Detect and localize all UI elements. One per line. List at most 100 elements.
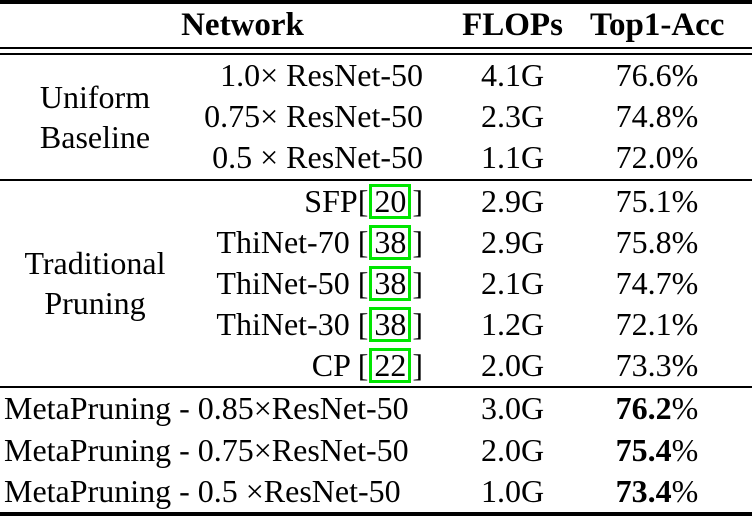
network-name-cell: SFP[20] (190, 178, 435, 222)
network-name-text: 1.0× ResNet-50 (220, 57, 423, 94)
top1-acc-value: 73.3 (615, 347, 672, 384)
network-name-cell: MetaPruning - 0.75×ResNet-50 (0, 430, 435, 471)
citation-link[interactable]: 38 (369, 265, 412, 302)
header-top1-acc: Top1-Acc (590, 7, 725, 43)
flops-value: 1.2G (480, 306, 545, 342)
double-rule-line (0, 47, 752, 55)
top1-acc-cell: 74.7% (590, 263, 752, 304)
table-row: ThiNet-30 [38] 1.2G 72.1% (0, 304, 752, 345)
network-name-cell: ThiNet-70 [38] (190, 222, 435, 263)
top1-acc-cell: 75.1% (590, 178, 752, 222)
percent-sign: % (671, 139, 699, 176)
table-row: Traditional Pruning SFP[20] 2.9G 75.1% (0, 178, 752, 388)
top1-acc-cell: 74.8% (590, 96, 752, 137)
top1-acc-value: 74.8 (615, 98, 672, 135)
network-name-cell: 0.5 × ResNet-50 (190, 137, 435, 179)
network-name-text: 0.75× ResNet-50 (204, 98, 423, 135)
flops-value: 4.1G (480, 57, 545, 94)
table-row: 0.75× ResNet-50 2.3G 74.8% (0, 96, 752, 137)
top1-acc-cell: 75.8% (590, 222, 752, 263)
network-name-text: ] (412, 347, 423, 384)
top1-acc-value: 72.0 (615, 139, 672, 176)
percent-sign: % (671, 431, 699, 468)
top1-acc-value: 75.8 (615, 223, 672, 260)
top1-acc-value: 75.4 (615, 431, 672, 468)
table-header: Network FLOPs Top1-Acc (0, 2, 752, 55)
table-row: MetaPruning - 0.5 ×ResNet-50 1.0G 73.4% (0, 471, 752, 514)
table-row: MetaPruning - 0.75×ResNet-50 2.0G 75.4% (0, 430, 752, 471)
table-row: CP [22] 2.0G 73.3% (0, 345, 752, 387)
citation-link[interactable]: 38 (369, 224, 412, 261)
flops-value: 2.0G (480, 347, 545, 384)
percent-sign: % (671, 182, 699, 219)
top1-acc-cell: 75.4% (590, 430, 752, 471)
network-name-cell: ThiNet-50 [38] (190, 263, 435, 304)
section-label: Uniform Baseline (39, 78, 151, 155)
network-name-cell: ThiNet-30 [38] (190, 304, 435, 345)
network-name-text: ] (412, 182, 423, 219)
percent-sign: % (671, 472, 699, 509)
network-name-cell: 0.75× ResNet-50 (190, 96, 435, 137)
network-name-cell: MetaPruning - 0.85×ResNet-50 (0, 386, 435, 430)
table-row: MetaPruning - 0.85×ResNet-50 3.0G 76.2% (0, 386, 752, 430)
flops-value: 2.9G (480, 223, 545, 260)
header-flops: FLOPs (462, 7, 563, 43)
network-name-text: ] (412, 223, 423, 260)
top1-acc-value: 76.6 (615, 57, 672, 94)
flops-value: 2.1G (480, 264, 545, 301)
network-name-text: CP [ (311, 347, 369, 384)
percent-sign: % (671, 347, 699, 384)
percent-sign: % (671, 98, 699, 135)
percent-sign: % (671, 306, 699, 342)
network-name-text: ] (412, 264, 423, 301)
top1-acc-value: 74.7 (615, 264, 672, 301)
percent-sign: % (671, 264, 699, 301)
section-uniform-baseline: Uniform Baseline 1.0× ResNet-50 4.1G 76.6% 0… (0, 54, 752, 180)
network-name-text: ] (412, 306, 423, 342)
citation-link[interactable]: 22 (369, 348, 412, 384)
network-name-cell: CP [22] (190, 345, 435, 387)
top1-acc-value: 76.2 (615, 390, 672, 427)
flops-value: 3.0G (435, 386, 590, 430)
citation-link[interactable]: 20 (369, 183, 412, 219)
section-label: Traditional Pruning (0, 178, 190, 388)
flops-value: 2.0G (480, 431, 545, 468)
network-name-text: MetaPruning - 0.5 ×ResNet-50 (4, 472, 401, 509)
network-name-text: ThiNet-50 [ (216, 264, 369, 301)
section-metapruning: MetaPruning - 0.85×ResNet-50 3.0G 76.2% Met… (0, 386, 752, 514)
table-row: ThiNet-50 [38] 2.1G 74.7% (0, 263, 752, 304)
table-row: 0.5 × ResNet-50 1.1G 72.0% (0, 137, 752, 179)
table-row: ThiNet-70 [38] 2.9G 75.8% (0, 222, 752, 263)
percent-sign: % (671, 223, 699, 260)
header-row: Network FLOPs Top1-Acc (0, 2, 752, 48)
flops-value: 2.9G (435, 178, 590, 222)
top1-acc-cell: 73.4% (590, 471, 752, 514)
flops-value: 1.0G (480, 472, 545, 509)
top1-acc-cell: 76.6% (590, 54, 752, 96)
network-name-text: SFP[ (304, 182, 369, 219)
network-name-text: MetaPruning - 0.85×ResNet-50 (4, 390, 409, 427)
network-name-text: 0.5 × ResNet-50 (212, 139, 423, 176)
flops-value: 2.3G (480, 98, 545, 135)
top1-acc-cell: 72.1% (590, 304, 752, 345)
flops-value: 1.1G (480, 139, 545, 176)
network-name-cell: MetaPruning - 0.5 ×ResNet-50 (0, 471, 435, 514)
top1-acc-cell: 73.3% (590, 345, 752, 387)
table-row: Uniform Baseline 1.0× ResNet-50 4.1G 76.6% (0, 54, 752, 155)
section-traditional-pruning: Traditional Pruning SFP[20] 2.9G 75.1% ThiNe… (0, 178, 752, 388)
top1-acc-value: 72.1 (615, 306, 672, 342)
citation-link[interactable]: 38 (369, 307, 412, 343)
top1-acc-value: 73.4 (615, 472, 672, 509)
top1-acc-cell: 76.2% (590, 386, 752, 430)
network-name-text: MetaPruning - 0.75×ResNet-50 (4, 431, 409, 468)
network-name-text: ThiNet-30 [ (216, 306, 369, 342)
network-name-text: ThiNet-70 [ (216, 223, 369, 260)
network-name-cell: 1.0× ResNet-50 (190, 54, 435, 96)
percent-sign: % (671, 57, 699, 94)
double-rule (0, 47, 752, 55)
percent-sign: % (671, 390, 699, 427)
header-network: Network (181, 7, 304, 43)
top1-acc-cell: 72.0% (590, 137, 752, 179)
top1-acc-value: 75.1 (615, 182, 672, 219)
